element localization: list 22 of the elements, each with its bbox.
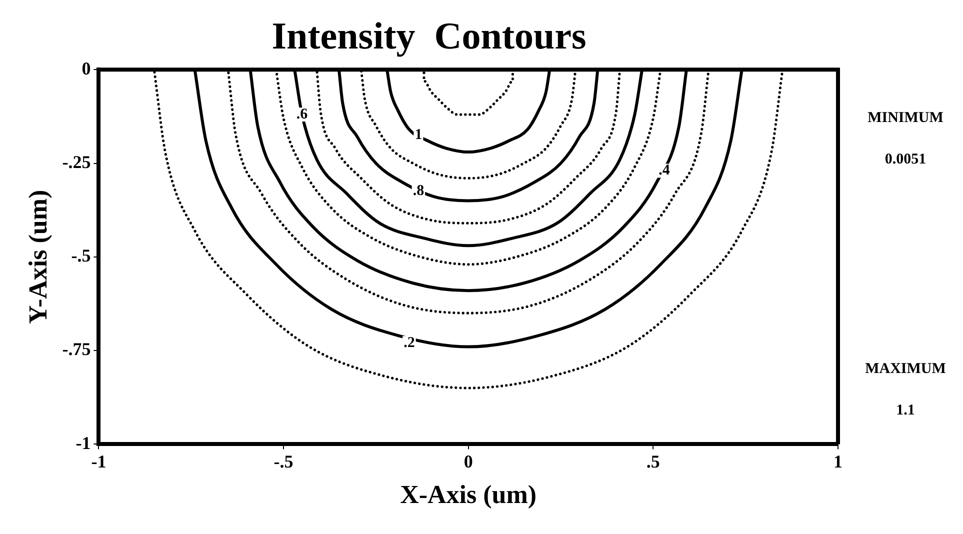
text: MAXIMUM — [865, 361, 946, 378]
text: 1.1 — [896, 402, 915, 418]
text: MINIMUM — [868, 110, 944, 126]
x-tick-label: 0 — [464, 452, 473, 472]
text: 0.0051 — [884, 151, 926, 168]
annotation: .8 — [412, 183, 424, 200]
chart-title: Intensity Contours — [272, 16, 586, 58]
annotation: .2 — [404, 334, 415, 351]
x-tick-label: .5 — [646, 452, 660, 472]
y-tick-label: -.5 — [71, 246, 91, 266]
x-tick-label: -1 — [91, 452, 106, 472]
x-tick-label: -.5 — [274, 452, 294, 472]
y-axis-title: Y-Axis (um) — [23, 190, 52, 324]
x-axis-title: X-Axis (um) — [400, 480, 537, 510]
x-tick-label: 1 — [834, 452, 842, 472]
annotation: .4 — [658, 162, 670, 179]
annotation: .6 — [296, 106, 308, 122]
y-tick-label: -.75 — [62, 339, 91, 360]
y-tick-label: -1 — [76, 432, 91, 453]
y-tick-label: -.25 — [62, 152, 91, 172]
y-tick-label: 0 — [82, 58, 91, 78]
annotation: 1 — [414, 127, 422, 144]
